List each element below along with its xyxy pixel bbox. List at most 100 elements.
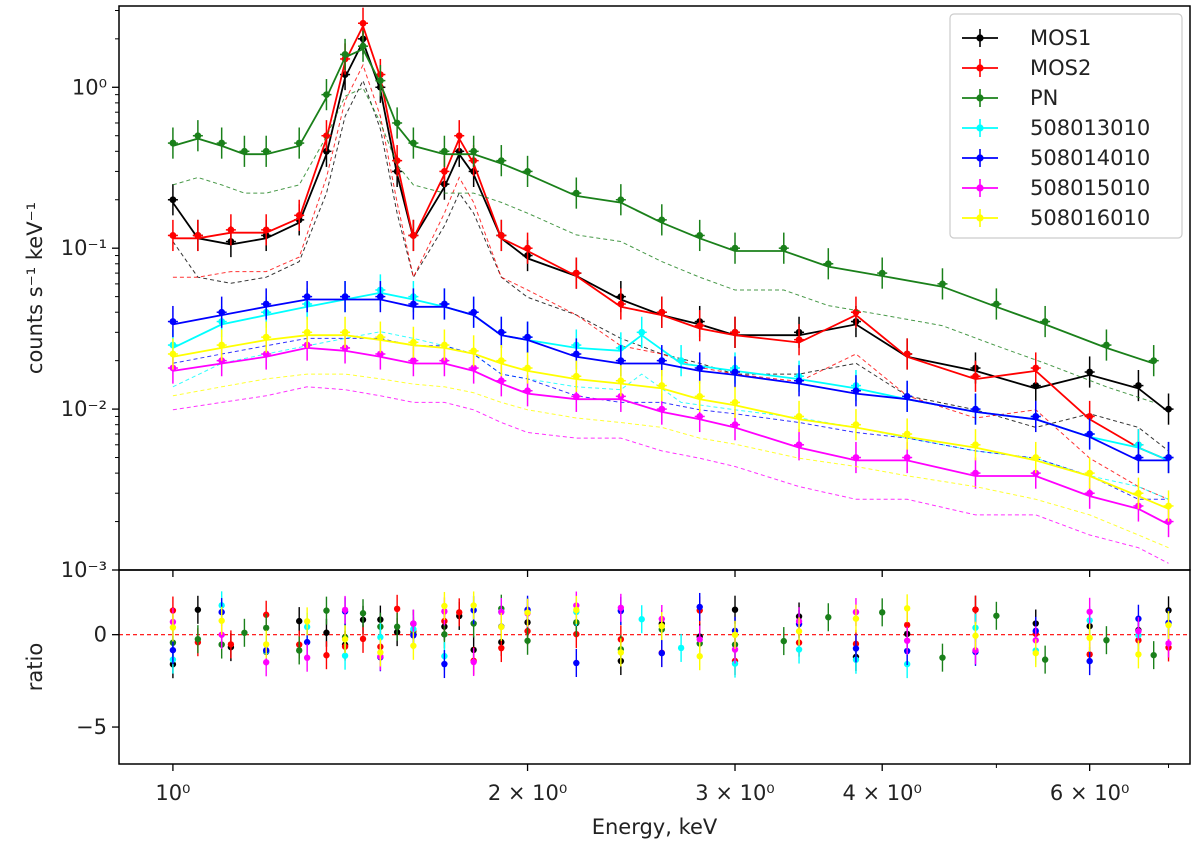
data-point xyxy=(496,145,507,177)
point-marker xyxy=(731,244,739,252)
residual-marker xyxy=(524,637,531,644)
model-line-508015010 xyxy=(172,346,1169,526)
legend-swatch-marker xyxy=(976,214,984,222)
residual-marker xyxy=(241,629,248,636)
point-marker xyxy=(341,51,349,58)
data-point xyxy=(694,310,705,342)
data-point xyxy=(730,356,741,388)
residual-point xyxy=(852,604,860,633)
point-marker xyxy=(658,405,666,413)
point-marker xyxy=(376,350,384,358)
legend-item-508014010: 508014010 xyxy=(962,146,1150,170)
point-marker xyxy=(795,336,803,344)
data-point xyxy=(167,184,178,216)
data-point xyxy=(261,214,272,246)
legend-label: 508013010 xyxy=(1030,116,1150,140)
residual-marker xyxy=(972,606,979,613)
point-marker xyxy=(795,441,803,449)
residual-marker xyxy=(303,638,311,646)
residual-point xyxy=(359,624,367,653)
point-marker xyxy=(731,368,739,376)
y-tick-label: 10⁻³ xyxy=(61,558,107,582)
residual-marker xyxy=(262,624,270,632)
point-marker xyxy=(852,308,860,316)
residual-marker xyxy=(323,652,330,659)
residual-y-tick-label: 0 xyxy=(94,623,107,647)
residual-point xyxy=(169,613,177,642)
residual-marker xyxy=(939,654,946,661)
data-point xyxy=(468,135,479,167)
model-line-508016010 xyxy=(172,334,1169,510)
residual-point xyxy=(879,598,886,627)
residual-marker xyxy=(617,604,625,612)
point-marker xyxy=(677,357,685,365)
residual-point xyxy=(677,633,685,662)
residual-marker xyxy=(731,646,739,653)
data-point xyxy=(225,214,236,246)
data-point xyxy=(850,296,861,328)
residual-marker xyxy=(341,652,349,659)
data-point xyxy=(261,135,272,167)
point-marker xyxy=(497,232,505,239)
data-point xyxy=(216,296,227,328)
data-point xyxy=(375,321,386,353)
x-tick-label: 6 × 10⁰ xyxy=(1050,781,1129,805)
point-marker xyxy=(241,147,248,155)
residual-point xyxy=(470,591,477,620)
point-marker xyxy=(470,308,478,316)
legend-item-mos2: MOS2 xyxy=(962,56,1091,80)
data-point xyxy=(656,204,667,236)
legend-swatch-marker xyxy=(976,154,984,162)
residual-marker xyxy=(780,637,787,645)
residual-axes-frame xyxy=(118,569,1191,765)
point-marker xyxy=(1032,364,1040,372)
residual-point xyxy=(393,612,401,641)
point-marker xyxy=(617,196,625,204)
point-marker xyxy=(658,382,666,389)
point-marker xyxy=(524,168,531,175)
point-marker xyxy=(497,157,505,165)
residual-point xyxy=(638,605,645,634)
data-point xyxy=(1133,441,1144,474)
point-marker xyxy=(470,147,478,155)
residual-marker xyxy=(296,647,303,654)
residual-marker xyxy=(441,631,448,638)
residual-point xyxy=(377,638,384,667)
residual-y-tick-label: −5 xyxy=(76,715,107,739)
data-point xyxy=(408,219,419,252)
point-marker xyxy=(1086,368,1094,376)
residual-point xyxy=(410,631,417,660)
data-point xyxy=(408,127,419,159)
model-component-508013010 xyxy=(172,331,1169,500)
residual-marker xyxy=(393,623,401,630)
data-point xyxy=(1084,356,1095,388)
residual-marker xyxy=(303,618,311,625)
residual-marker xyxy=(658,649,665,657)
point-marker xyxy=(572,392,580,400)
data-point xyxy=(192,219,203,252)
residual-marker xyxy=(879,609,886,616)
point-marker xyxy=(262,333,270,341)
residual-point xyxy=(1041,645,1049,674)
point-marker xyxy=(903,392,911,400)
data-point xyxy=(167,127,178,159)
residual-point xyxy=(658,612,665,641)
point-marker xyxy=(323,132,330,140)
data-point xyxy=(694,380,705,412)
residual-marker xyxy=(993,612,1000,619)
data-point xyxy=(239,135,250,167)
data-point xyxy=(991,288,1002,320)
point-marker xyxy=(1032,454,1040,461)
residual-point xyxy=(617,593,625,622)
data-point xyxy=(571,360,582,392)
residual-marker xyxy=(470,658,477,666)
point-marker xyxy=(169,232,177,239)
residual-point xyxy=(303,643,311,672)
residual-point xyxy=(441,591,448,620)
residual-point xyxy=(498,612,505,641)
point-marker xyxy=(524,333,531,341)
point-marker xyxy=(852,387,860,395)
residual-marker xyxy=(498,644,505,652)
point-marker xyxy=(295,211,303,219)
residual-marker xyxy=(393,605,401,613)
